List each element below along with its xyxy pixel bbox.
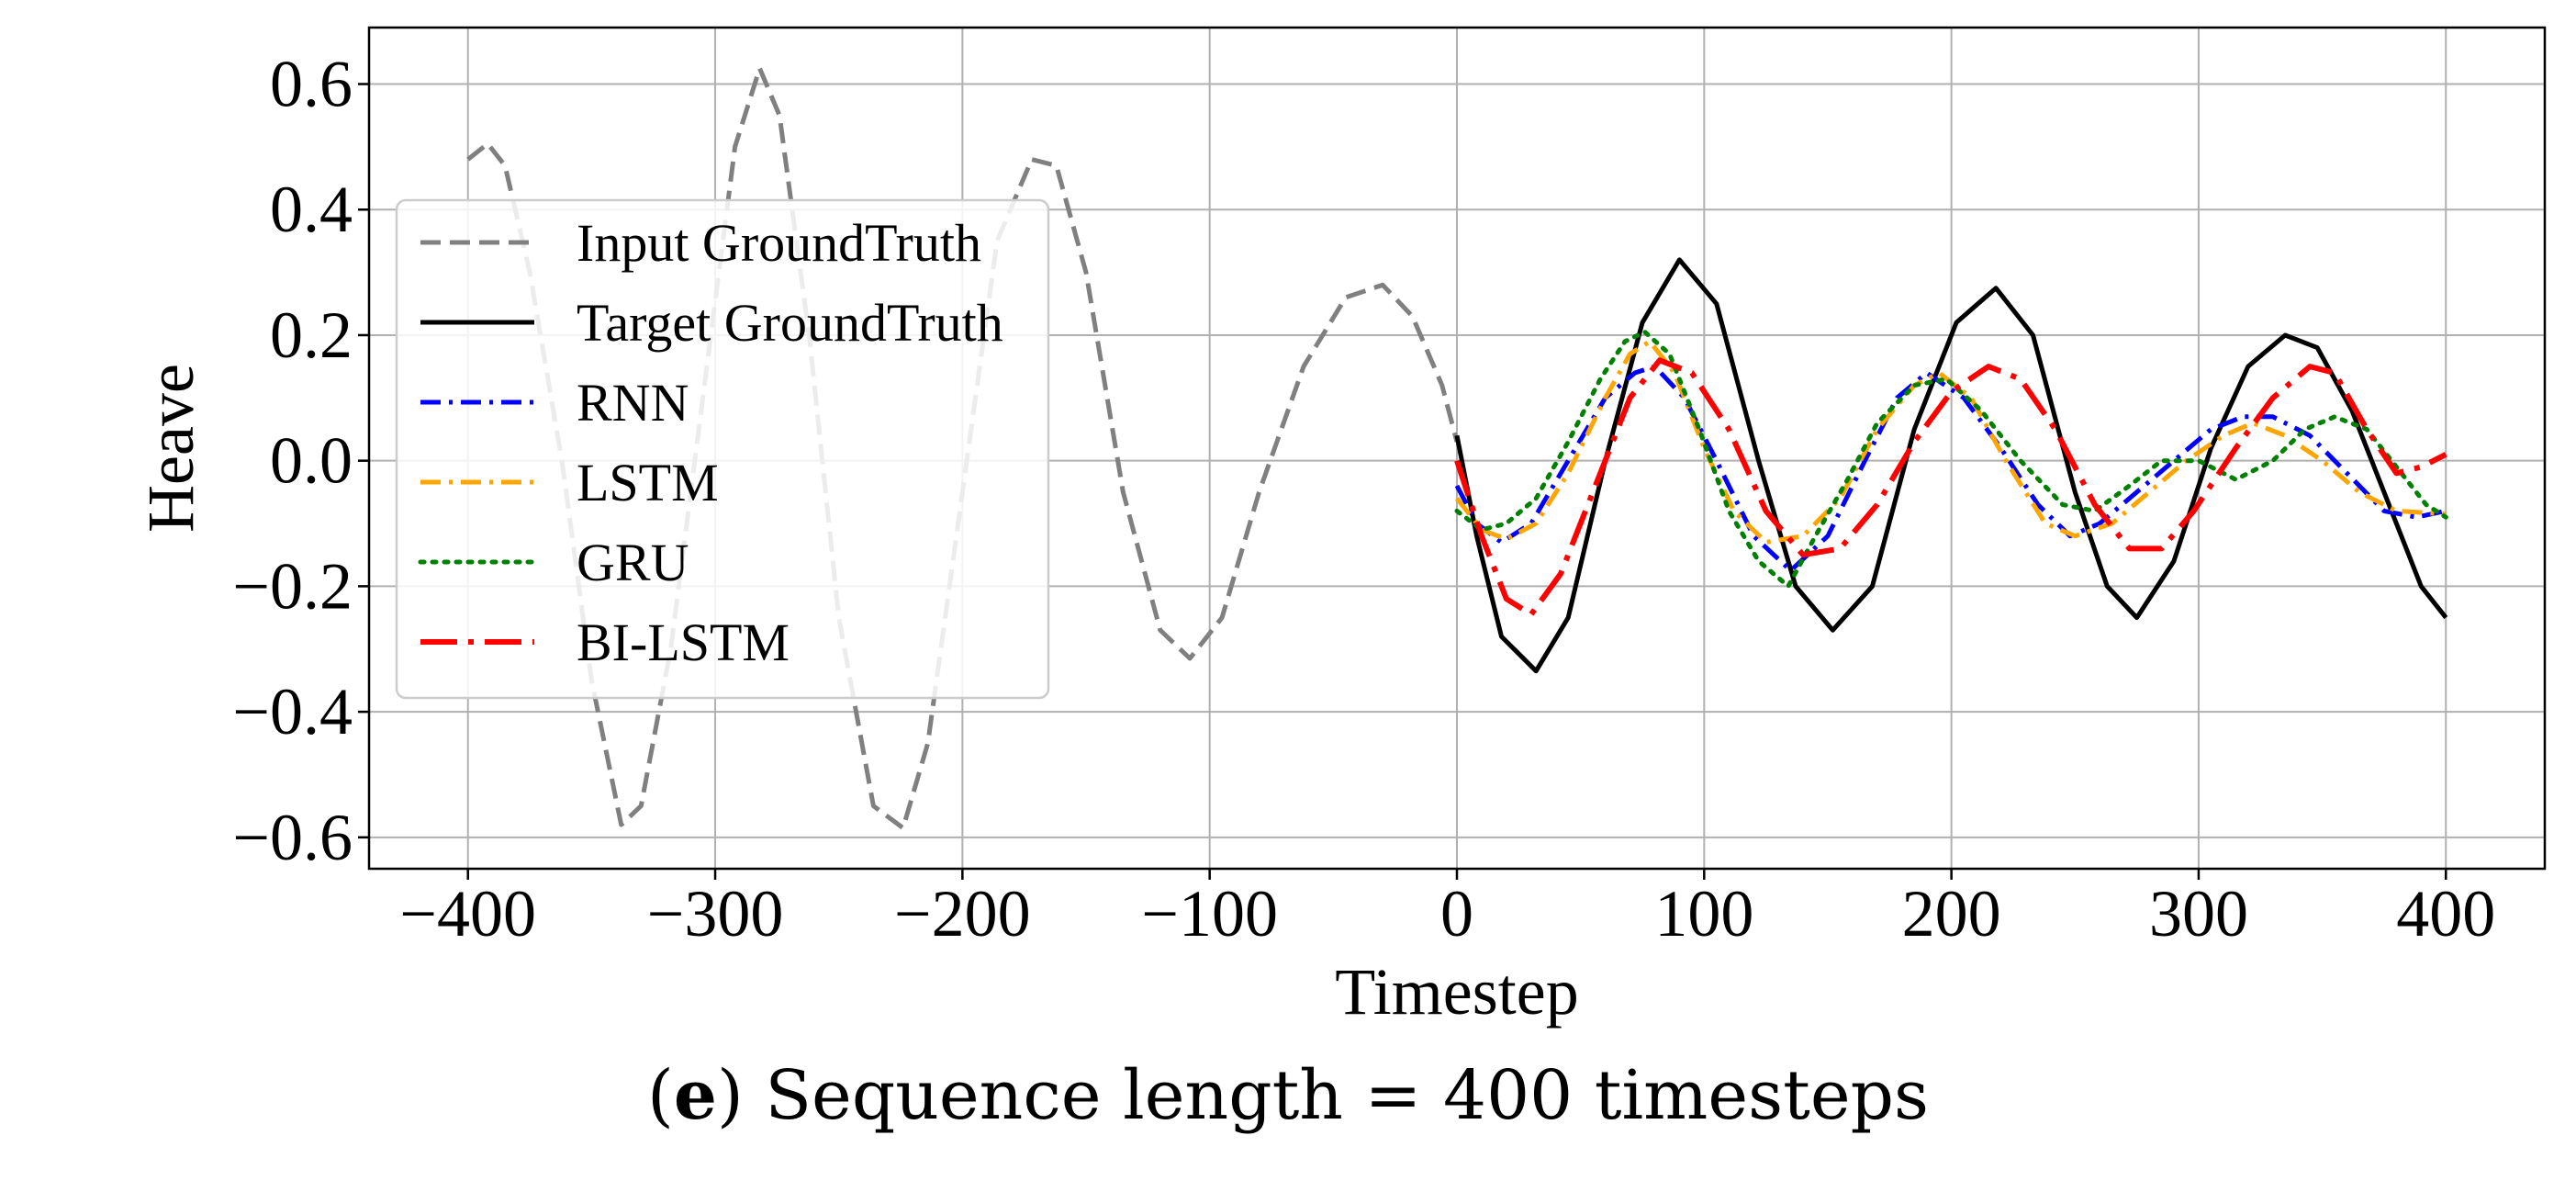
x-tick-label: −100 [1141, 877, 1278, 950]
caption-label-close: ) [716, 1056, 744, 1135]
legend-label: BI-LSTM [577, 613, 790, 672]
figure-caption: (e) Sequence length = 400 timesteps [0, 1056, 2576, 1135]
x-tick-label: −200 [894, 877, 1031, 950]
x-tick-label: −400 [399, 877, 536, 950]
legend-label: Input GroundTruth [577, 213, 981, 273]
y-tick-label: 0.0 [270, 424, 353, 498]
line-chart: −400 −300 −200 −100 0 100 200 300 400 0.6 0.4 0.2 0.… [134, 26, 2547, 1029]
y-tick-label: −0.6 [232, 801, 353, 874]
y-tick-label: 0.4 [270, 173, 353, 246]
x-axis-label: Timestep [1335, 955, 1578, 1029]
x-tick-label: 200 [1902, 877, 2001, 950]
y-tick-label: −0.4 [232, 675, 353, 748]
caption-text: Sequence length = 400 timesteps [743, 1056, 1929, 1135]
x-tick-label: 400 [2396, 877, 2495, 950]
series-line-target-groundtruth [1454, 257, 2448, 674]
series-line-input-groundtruth [466, 65, 1460, 831]
y-tick-label: 0.6 [270, 48, 353, 121]
legend: Input GroundTruth Target GroundTruth RNN LS… [395, 198, 1050, 700]
x-tick-label: −300 [647, 877, 784, 950]
legend-label: GRU [577, 533, 689, 592]
axis-ticks: −400 −300 −200 −100 0 100 200 300 400 0.6 0.4 0.2 0.… [232, 48, 2495, 950]
caption-label-letter: e [673, 1056, 717, 1135]
series-layer [466, 65, 2448, 831]
y-tick-label: 0.2 [270, 298, 353, 372]
series-line-bi-lstm [1454, 357, 2447, 618]
x-tick-label: 100 [1654, 877, 1753, 950]
y-axis-label: Heave [134, 364, 207, 533]
series-line-gru [1454, 330, 2448, 589]
legend-label: LSTM [577, 453, 719, 512]
caption-label-open: ( [646, 1056, 674, 1135]
x-tick-label: 300 [2149, 877, 2248, 950]
x-tick-label: 0 [1440, 877, 1473, 950]
legend-label: Target GroundTruth [577, 293, 1003, 353]
legend-box [395, 198, 1050, 700]
legend-label: RNN [577, 373, 689, 433]
y-tick-label: −0.2 [232, 549, 353, 623]
